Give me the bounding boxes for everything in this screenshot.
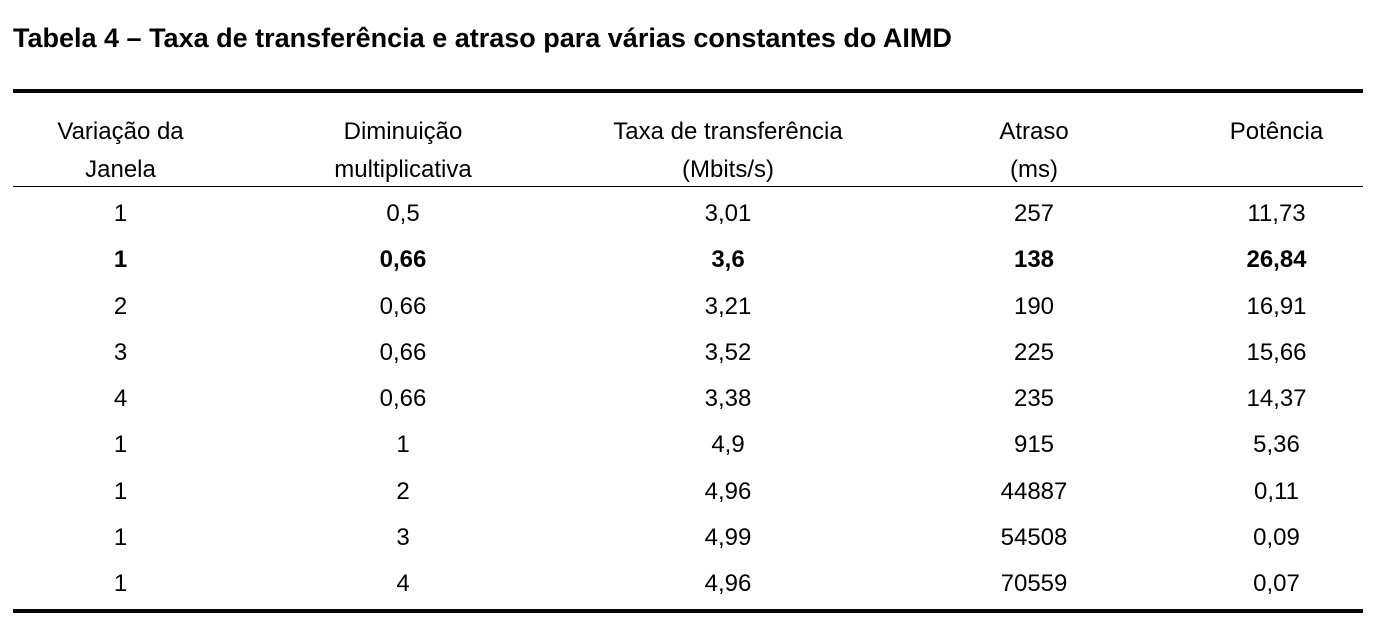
table-row: 4 0,66 3,38 235 14,37 bbox=[13, 376, 1363, 422]
cell-potencia: 0,09 bbox=[1253, 524, 1300, 552]
cell-variacao-janela: 1 bbox=[113, 570, 128, 598]
cell-atraso: 44887 bbox=[1000, 477, 1068, 505]
cell-atraso: 225 bbox=[1013, 338, 1055, 366]
cell-variacao-janela: 2 bbox=[113, 292, 128, 320]
header-atraso: Atraso (ms) bbox=[878, 93, 1190, 186]
cell-taxa-transferencia: 3,52 bbox=[704, 338, 752, 366]
header-text: (ms) bbox=[1010, 156, 1058, 183]
cell-taxa-transferencia: 4,99 bbox=[704, 524, 752, 552]
cell-taxa-transferencia: 3,6 bbox=[711, 246, 745, 274]
cell-atraso: 70559 bbox=[1000, 570, 1068, 598]
cell-diminuicao-multiplicativa: 0,5 bbox=[386, 200, 420, 227]
cell-potencia: 11,73 bbox=[1247, 200, 1306, 227]
cell-diminuicao-multiplicativa: 1 bbox=[396, 431, 410, 459]
cell-taxa-transferencia: 3,01 bbox=[704, 200, 752, 227]
table-row: 3 0,66 3,52 225 15,66 bbox=[13, 330, 1363, 376]
cell-variacao-janela: 3 bbox=[113, 338, 128, 366]
cell-potencia: 14,37 bbox=[1246, 385, 1307, 413]
table-row: 1 2 4,96 44887 0,11 bbox=[13, 469, 1363, 515]
cell-atraso: 257 bbox=[1013, 200, 1055, 227]
header-potencia: Potência bbox=[1190, 93, 1363, 186]
header-text: Janela bbox=[85, 156, 156, 183]
header-text: (Mbits/s) bbox=[682, 156, 774, 183]
cell-variacao-janela: 1 bbox=[113, 477, 128, 505]
table-row: 1 0,5 3,01 257 11,73 bbox=[13, 191, 1363, 237]
cell-variacao-janela: 1 bbox=[113, 200, 128, 227]
cell-atraso: 54508 bbox=[1000, 524, 1068, 552]
header-text: Variação da bbox=[57, 118, 184, 145]
cell-diminuicao-multiplicativa: 2 bbox=[396, 477, 410, 505]
cell-diminuicao-multiplicativa: 3 bbox=[396, 524, 410, 552]
cell-diminuicao-multiplicativa: 0,66 bbox=[379, 292, 427, 320]
table-row: 1 0,66 3,6 138 26,84 bbox=[13, 237, 1363, 283]
cell-diminuicao-multiplicativa: 0,66 bbox=[379, 246, 427, 274]
cell-potencia: 26,84 bbox=[1246, 246, 1307, 274]
table-body: 1 0,5 3,01 257 11,73 1 0,66 3,6 138 26,84 2 0,66 3,2… bbox=[13, 187, 1363, 609]
cell-taxa-transferencia: 4,96 bbox=[704, 477, 752, 505]
cell-potencia: 0,07 bbox=[1253, 570, 1300, 598]
cell-taxa-transferencia: 4,96 bbox=[704, 570, 752, 598]
cell-diminuicao-multiplicativa: 4 bbox=[396, 570, 410, 598]
header-text: Taxa de transferência bbox=[613, 118, 843, 145]
cell-taxa-transferencia: 3,21 bbox=[704, 292, 752, 320]
table-row: 1 4 4,96 70559 0,07 bbox=[13, 561, 1363, 607]
cell-atraso: 235 bbox=[1013, 385, 1055, 413]
cell-potencia: 16,91 bbox=[1246, 292, 1307, 320]
data-table: Variação da Janela Diminuição multiplica… bbox=[13, 89, 1363, 613]
cell-variacao-janela: 4 bbox=[113, 385, 128, 413]
cell-potencia: 0,11 bbox=[1254, 477, 1299, 505]
table-title: Tabela 4 – Taxa de transferência e atras… bbox=[13, 23, 952, 53]
cell-atraso: 915 bbox=[1013, 431, 1055, 459]
table-row: 2 0,66 3,21 190 16,91 bbox=[13, 284, 1363, 330]
table-row: 1 3 4,99 54508 0,09 bbox=[13, 515, 1363, 561]
table-header-row: Variação da Janela Diminuição multiplica… bbox=[13, 93, 1363, 187]
cell-taxa-transferencia: 3,38 bbox=[704, 385, 752, 413]
header-text: Diminuição bbox=[343, 118, 463, 145]
header-text: Atraso bbox=[999, 118, 1069, 145]
header-variacao-janela: Variação da Janela bbox=[13, 93, 228, 186]
cell-variacao-janela: 1 bbox=[113, 524, 128, 552]
cell-diminuicao-multiplicativa: 0,66 bbox=[379, 338, 427, 366]
cell-diminuicao-multiplicativa: 0,66 bbox=[379, 385, 427, 413]
header-text: Potência bbox=[1229, 118, 1324, 145]
header-text: multiplicativa bbox=[334, 156, 472, 183]
cell-potencia: 5,36 bbox=[1253, 431, 1300, 459]
header-taxa-transferencia: Taxa de transferência (Mbits/s) bbox=[578, 93, 878, 186]
cell-taxa-transferencia: 4,9 bbox=[711, 431, 745, 459]
table-row: 1 1 4,9 915 5,36 bbox=[13, 422, 1363, 468]
header-diminuicao-multiplicativa: Diminuição multiplicativa bbox=[228, 93, 578, 186]
cell-potencia: 15,66 bbox=[1246, 338, 1307, 366]
cell-variacao-janela: 1 bbox=[113, 246, 128, 274]
cell-atraso: 190 bbox=[1013, 292, 1055, 320]
cell-variacao-janela: 1 bbox=[113, 431, 128, 459]
cell-atraso: 138 bbox=[1013, 246, 1055, 274]
